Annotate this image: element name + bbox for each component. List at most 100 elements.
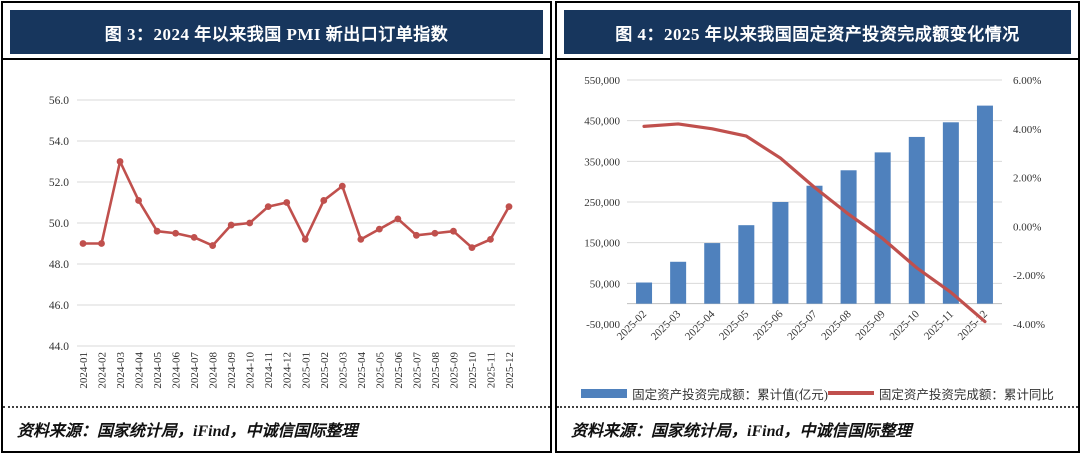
right-y-tick-label: 4.00% xyxy=(1013,124,1041,136)
figure4-chart-area: 550,000 450,000 350,000 250,000 150,000 50,00… xyxy=(557,60,1078,406)
x-tick-label: 2025-01 xyxy=(300,352,312,389)
figure4-title-row: 图 4：2025 年以来我国固定资产投资完成额变化情况 xyxy=(557,3,1078,60)
investment-bar xyxy=(908,136,925,304)
data-point xyxy=(190,233,198,241)
figure4-legend: 固定资产投资完成额：累计值(亿元) 固定资产投资完成额：累计同比 xyxy=(557,380,1078,406)
figure3-source-row: 资料来源：国家统计局，iFind，中诚信国际整理 xyxy=(3,406,550,451)
x-tick-label: 2025-11 xyxy=(922,308,956,342)
x-tick-label: 2025-06 xyxy=(393,352,405,389)
right-y-tick-label: -2.00% xyxy=(1013,270,1045,282)
investment-bar xyxy=(874,152,891,304)
left-y-tick-label: 50,000 xyxy=(590,278,621,290)
right-y-tick-label: -4.00% xyxy=(1013,319,1045,331)
x-tick-label: 2024-03 xyxy=(115,352,127,389)
x-tick-label: 2024-09 xyxy=(226,352,238,389)
data-point xyxy=(468,244,476,252)
figure3-chart-area: 56.0 54.0 52.0 50.0 48.0 46.0 44.0 2024-01 2024-… xyxy=(3,60,550,406)
data-point xyxy=(431,229,439,237)
data-point xyxy=(116,158,124,165)
data-point xyxy=(357,236,365,243)
data-point xyxy=(246,219,254,227)
legend-item-bar: 固定资产投资完成额：累计值(亿元) xyxy=(581,384,828,403)
x-tick-label: 2024-12 xyxy=(282,352,294,389)
x-tick-label: 2025-03 xyxy=(649,308,684,343)
data-point xyxy=(153,227,161,235)
y-tick-label: 50.0 xyxy=(49,218,69,230)
x-tick-label: 2025-10 xyxy=(887,308,922,343)
data-point xyxy=(412,231,420,239)
x-tick-label: 2025-02 xyxy=(319,352,331,389)
left-y-tick-label: -50,000 xyxy=(586,319,620,331)
yoy-growth-line xyxy=(642,122,987,324)
data-point xyxy=(98,240,105,247)
x-tick-label: 2024-08 xyxy=(208,352,220,389)
data-point xyxy=(264,203,272,211)
figure4-title: 图 4：2025 年以来我国固定资产投资完成额变化情况 xyxy=(615,25,1020,44)
left-y-tick-label: 150,000 xyxy=(584,238,620,250)
line-series-label: 固定资产投资完成额：累计同比 xyxy=(878,387,1054,402)
x-tick-label: 2025-05 xyxy=(374,352,386,389)
investment-bar xyxy=(670,261,687,304)
left-y-tick-label: 450,000 xyxy=(584,116,620,128)
bar-series-label: 固定资产投资完成额：累计值(亿元) xyxy=(632,387,828,402)
x-tick-label: 2025-07 xyxy=(411,352,423,389)
x-tick-label: 2025-09 xyxy=(853,308,888,343)
x-tick-label: 2025-08 xyxy=(819,308,854,343)
left-y-tick-label: 350,000 xyxy=(584,156,620,168)
data-point xyxy=(505,203,513,211)
data-point xyxy=(338,182,346,190)
data-point xyxy=(375,225,383,233)
right-y-tick-label: 0.00% xyxy=(1013,221,1041,233)
x-tick-label: 2025-11 xyxy=(485,352,497,388)
figure3-panel: 图 3：2024 年以来我国 PMI 新出口订单指数 56.0 54.0 52.0 5… xyxy=(1,1,552,453)
x-tick-label: 2024-04 xyxy=(134,352,146,389)
left-y-tick-label: 250,000 xyxy=(584,197,620,209)
data-point xyxy=(487,236,494,243)
x-tick-label: 2025-03 xyxy=(337,352,349,389)
figure3-source-note: 资料来源：国家统计局，iFind，中诚信国际整理 xyxy=(17,423,358,440)
investment-bar xyxy=(772,202,789,304)
figure3-title: 图 3：2024 年以来我国 PMI 新出口订单指数 xyxy=(104,25,449,44)
x-tick-label: 2025-10 xyxy=(467,352,479,389)
investment-bar xyxy=(976,105,993,304)
right-y-tick-label: 6.00% xyxy=(1013,75,1041,87)
left-y-tick-label: 550,000 xyxy=(584,75,620,87)
data-point xyxy=(209,242,217,249)
right-y-tick-label: 2.00% xyxy=(1013,173,1041,185)
x-tick-label: 2025-04 xyxy=(683,308,718,343)
pmi-line xyxy=(81,160,511,249)
y-tick-label: 44.0 xyxy=(49,341,69,353)
legend-item-line: 固定资产投资完成额：累计同比 xyxy=(827,384,1054,403)
y-tick-label: 46.0 xyxy=(49,300,69,312)
x-tick-label: 2025-07 xyxy=(785,308,820,343)
data-point xyxy=(320,197,328,204)
panel-title-bar: 图 3：2024 年以来我国 PMI 新出口订单指数 xyxy=(10,10,543,54)
x-tick-label: 2025-06 xyxy=(751,308,786,343)
x-tick-label: 2025-12 xyxy=(956,308,990,342)
y-tick-label: 48.0 xyxy=(49,259,69,271)
pmi-new-export-orders-line-chart: 56.0 54.0 52.0 50.0 48.0 46.0 44.0 2024-01 2024-… xyxy=(49,95,516,389)
data-point xyxy=(79,240,87,247)
panel-title-bar: 图 4：2025 年以来我国固定资产投资完成额变化情况 xyxy=(564,10,1071,54)
investment-bar xyxy=(738,225,755,304)
x-tick-label: 2025-05 xyxy=(717,308,752,343)
x-tick-label: 2024-02 xyxy=(97,352,109,389)
figure4-panel: 图 4：2025 年以来我国固定资产投资完成额变化情况 550,000 450,0… xyxy=(555,1,1080,453)
data-point xyxy=(172,229,180,237)
x-tick-label: 2025-09 xyxy=(448,352,460,389)
x-tick-label: 2025-12 xyxy=(504,352,516,389)
bar-series-swatch xyxy=(581,388,628,398)
figure4-source-note: 资料来源：国家统计局，iFind，中诚信国际整理 xyxy=(571,423,912,440)
x-tick-label: 2024-07 xyxy=(189,352,201,389)
data-point xyxy=(135,197,142,204)
investment-bar xyxy=(840,170,857,304)
figure3-title-row: 图 3：2024 年以来我国 PMI 新出口订单指数 xyxy=(3,3,550,60)
x-tick-label: 2024-05 xyxy=(152,352,164,389)
investment-bar xyxy=(636,282,653,304)
x-tick-label: 2025-04 xyxy=(356,352,368,389)
x-tick-label: 2025-08 xyxy=(430,352,442,389)
data-point xyxy=(283,199,291,206)
x-tick-label: 2024-11 xyxy=(263,352,275,388)
investment-bar xyxy=(942,122,959,304)
